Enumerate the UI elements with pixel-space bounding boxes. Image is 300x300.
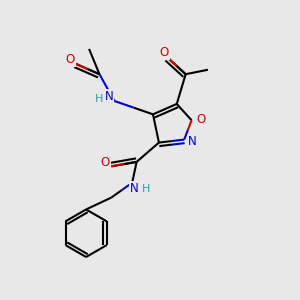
Text: N: N (188, 135, 197, 148)
Text: O: O (160, 46, 169, 59)
Text: H: H (142, 184, 151, 194)
Text: N: N (105, 90, 113, 103)
Text: O: O (196, 113, 205, 126)
Text: O: O (101, 156, 110, 169)
Text: O: O (66, 53, 75, 66)
Text: H: H (95, 94, 103, 103)
Text: N: N (130, 182, 139, 195)
